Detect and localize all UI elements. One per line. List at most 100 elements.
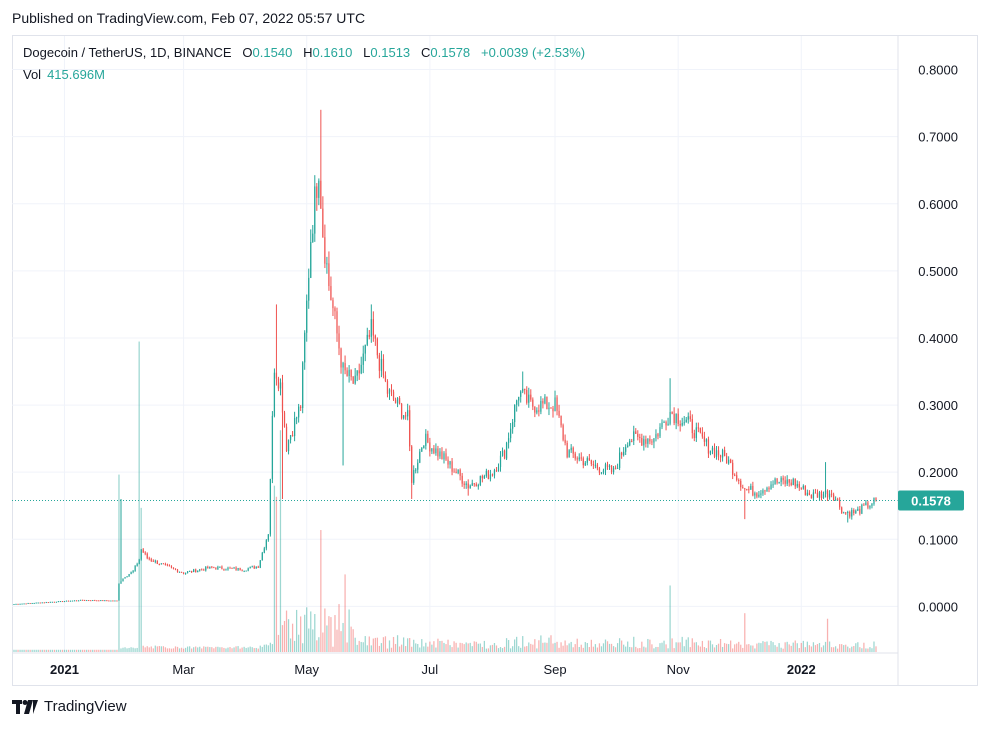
candle-body <box>857 508 859 511</box>
volume-bar <box>495 645 498 652</box>
footer-branding[interactable]: TradingView <box>12 698 127 715</box>
volume-bar <box>271 644 274 652</box>
candle-body <box>869 505 871 508</box>
candle-body <box>713 447 716 457</box>
candle-body <box>287 439 290 451</box>
volume-bar <box>556 641 558 652</box>
candle-body <box>590 460 592 465</box>
candle-body <box>826 490 829 498</box>
candle-body <box>364 344 366 354</box>
volume-bar <box>300 616 302 652</box>
candle-body <box>223 568 225 570</box>
candle-body <box>574 453 576 459</box>
volume-bar <box>566 645 568 652</box>
candle-body <box>657 434 659 437</box>
candle-body <box>697 427 699 429</box>
volume-bar <box>316 640 318 652</box>
volume-bar <box>144 647 146 652</box>
candle-body <box>259 560 261 568</box>
volume-bar <box>703 646 706 652</box>
candle-body <box>578 457 580 460</box>
volume-bar <box>441 640 443 652</box>
volume-bar <box>629 646 631 652</box>
candle-body <box>191 570 193 573</box>
volume-bar <box>501 648 504 652</box>
candle-body <box>760 493 762 495</box>
volume-bar <box>160 646 162 652</box>
volume-bar <box>653 648 655 652</box>
candle-body <box>439 451 441 457</box>
volume-bar <box>51 649 53 652</box>
volume-bar <box>612 646 615 652</box>
candle-body <box>310 241 312 278</box>
candle-body <box>580 457 582 459</box>
volume-bar <box>225 648 227 652</box>
volume-bar <box>100 649 102 652</box>
volume-bar <box>471 646 473 652</box>
symbol-title[interactable]: Dogecoin / TetherUS, 1D, BINANCE <box>23 45 232 60</box>
candle-body <box>106 600 108 602</box>
volume-bar <box>281 625 284 652</box>
volume-bar <box>120 648 122 652</box>
volume-bar <box>582 647 584 652</box>
volume-bar <box>651 644 653 652</box>
volume-bar <box>368 636 370 652</box>
candle-body <box>514 404 516 423</box>
volume-bar <box>374 637 376 652</box>
candle-body <box>318 180 320 198</box>
volume-bar <box>526 646 528 652</box>
candle-body <box>818 492 821 498</box>
candle-body <box>501 450 504 456</box>
candle-body <box>251 566 253 568</box>
volume-bar <box>84 649 86 652</box>
volume-bar <box>685 639 687 652</box>
volume-bar <box>350 626 352 652</box>
candle-body <box>516 400 518 405</box>
candle-body <box>560 415 562 426</box>
time-tick-label: Mar <box>172 662 195 677</box>
high-value: 0.1610 <box>312 45 353 60</box>
volume-bar <box>544 642 546 652</box>
chart-frame <box>12 35 978 686</box>
candle-body <box>784 480 786 484</box>
volume-bar <box>776 646 778 652</box>
volume-bar <box>770 640 772 652</box>
volume-bar <box>378 645 381 652</box>
volume-bar <box>691 638 693 652</box>
volume-bar <box>423 646 425 652</box>
volume-bar <box>485 648 488 652</box>
candle-body <box>172 567 175 569</box>
candle-body <box>340 348 342 368</box>
candle-body <box>178 571 181 573</box>
candle-body <box>154 560 156 562</box>
volume-bar <box>237 646 239 652</box>
candle-body <box>394 399 397 404</box>
candle-body <box>520 391 522 397</box>
volume-bar <box>786 641 788 652</box>
volume-bar <box>211 647 213 652</box>
candle-body <box>843 512 845 514</box>
volume-bar <box>663 640 665 652</box>
candle-body <box>253 566 255 569</box>
candle-body <box>625 447 627 452</box>
candle-body <box>548 407 550 410</box>
volume-bar <box>719 638 722 652</box>
volume-bar <box>291 623 294 652</box>
candle-body <box>409 410 411 447</box>
volume-bar <box>614 647 617 652</box>
volume-bar <box>417 643 419 652</box>
candle-body <box>29 602 31 604</box>
candle-body <box>261 552 263 561</box>
price-axis[interactable]: 0.8000 0.7000 0.6000 0.5000 0.4000 0.3000 0.20… <box>918 63 958 615</box>
candle-body <box>168 565 171 567</box>
volume-bar <box>243 646 245 652</box>
candle-body <box>568 450 570 458</box>
candle-body <box>96 600 98 602</box>
volume-bar <box>130 647 132 652</box>
time-axis[interactable]: 2021 Mar May Jul Sep Nov 2022 <box>50 662 816 677</box>
volume-bar <box>310 611 312 652</box>
volume-bar <box>792 642 794 652</box>
volume-bar <box>800 642 802 652</box>
candle-body <box>723 449 726 457</box>
